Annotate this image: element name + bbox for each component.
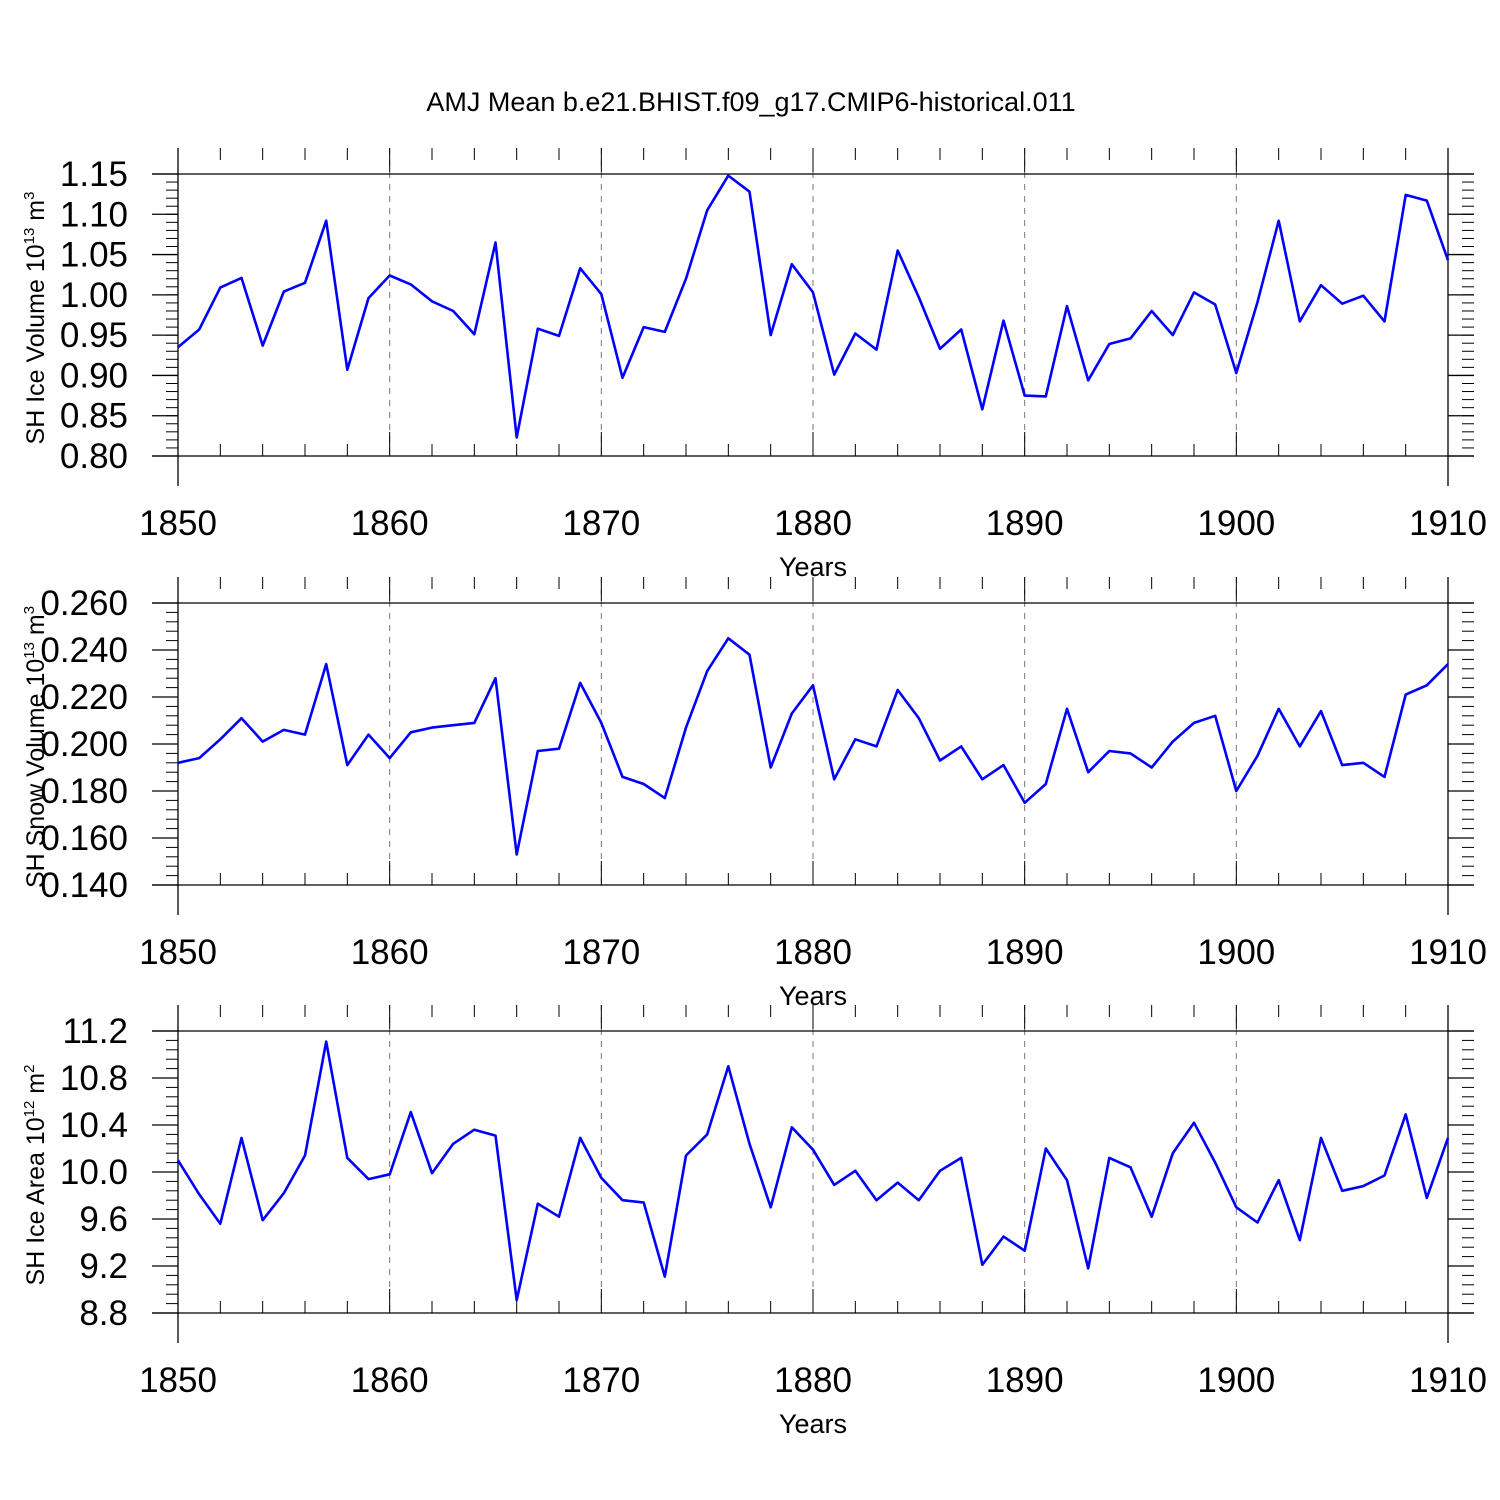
y-tick-label: 0.80 [60,437,128,476]
x-tick-label: 1850 [139,933,217,972]
x-tick-label: 1910 [1409,933,1487,972]
x-tick-label: 1860 [351,933,429,972]
y-tick-label: 9.2 [79,1247,128,1286]
y-tick-label: 10.8 [60,1059,128,1098]
y-tick-label: 0.200 [40,725,128,764]
y-tick-label: 0.95 [60,316,128,355]
y-axis-label: SH Ice Area 1012 m2 [21,1065,50,1286]
series-line [177,636,1449,856]
x-tick-label: 1890 [986,933,1064,972]
x-tick-label: 1860 [351,1361,429,1400]
x-tick-label: 1860 [351,504,429,543]
x-tick-label: 1890 [986,504,1064,543]
y-tick-label: 0.240 [40,631,128,670]
y-tick-label: 0.220 [40,678,128,717]
series-line [177,174,1450,439]
chart-panel-1: 0.800.850.900.951.001.051.101.15 1850 1860… [21,148,1487,582]
x-tick-label: 1870 [562,504,640,543]
x-tick-label: 1850 [139,1361,217,1400]
x-tick-label: 1880 [774,504,852,543]
x-tick-label: 1880 [774,933,852,972]
y-tick-label: 0.85 [60,397,128,436]
y-tick-label: 10.4 [60,1106,128,1145]
x-tick-label: 1900 [1197,504,1275,543]
y-tick-label: 9.6 [79,1200,128,1239]
x-tick-label: 1870 [562,933,640,972]
chart-panel-3: 8.8 9.2 9.6 10.0 10.4 10.8 11.2 1850 1860 1870 188… [21,1005,1487,1439]
y-tick-label: 11.2 [62,1012,128,1051]
y-tick-label: 0.140 [40,866,128,905]
y-axis-label: SH Snow Volume 1013 m3 [21,606,50,888]
y-tick-label: 0.180 [40,772,128,811]
y-tick-label: 1.05 [60,236,128,275]
y-tick-label: 8.8 [79,1294,128,1333]
y-tick-label: 1.15 [60,155,128,194]
y-tick-label: 1.10 [60,195,128,234]
series-line [176,1040,1450,1302]
x-tick-label: 1880 [774,1361,852,1400]
x-tick-label: 1910 [1409,1361,1487,1400]
x-tick-label: 1890 [986,1361,1064,1400]
y-tick-label: 0.90 [60,356,128,395]
x-tick-label: 1910 [1409,504,1487,543]
y-tick-label: 1.00 [60,276,128,315]
y-tick-label: 0.160 [40,819,128,858]
x-tick-label: 1900 [1197,933,1275,972]
y-axis-label: SH Ice Volume 1013 m3 [21,192,50,445]
x-axis-label: Years [779,1409,847,1439]
chart-panel-2: 0.140 0.160 0.180 0.200 0.220 0.240 0.260 1850 1… [21,577,1487,1011]
x-tick-label: 1900 [1197,1361,1275,1400]
x-tick-label: 1870 [562,1361,640,1400]
figure-title: AMJ Mean b.e21.BHIST.f09_g17.CMIP6-histo… [426,87,1075,117]
x-tick-label: 1850 [139,504,217,543]
y-tick-label: 10.0 [60,1153,128,1192]
y-tick-label: 0.260 [40,584,128,623]
